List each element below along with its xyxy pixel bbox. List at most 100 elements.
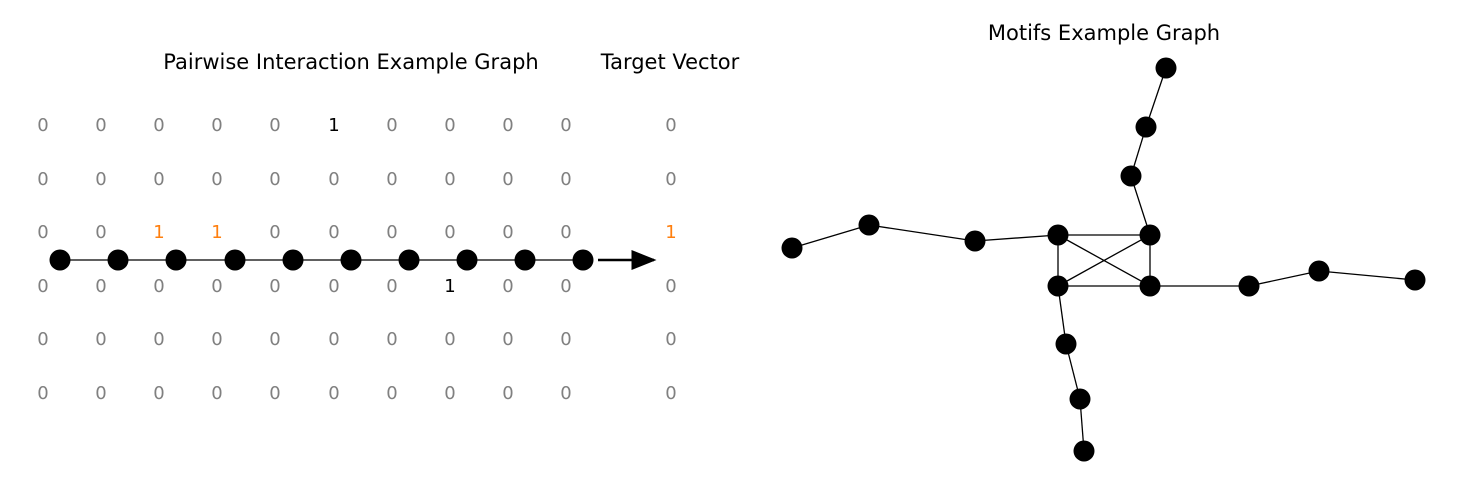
chain-node <box>107 249 129 271</box>
matrix-cell: 0 <box>153 383 164 404</box>
chain-node <box>49 249 71 271</box>
matrix-cell: 0 <box>269 169 280 190</box>
motif-node <box>964 230 986 252</box>
motif-node <box>1139 224 1161 246</box>
matrix-cell: 0 <box>328 276 339 297</box>
target-vector: 0 0 1 0 0 0 <box>665 115 676 404</box>
matrix-cell: 0 <box>444 383 455 404</box>
motif-node <box>1047 224 1069 246</box>
matrix-cell: 0 <box>153 276 164 297</box>
target-vector-cell: 0 <box>665 383 676 404</box>
matrix-cell: 0 <box>386 276 397 297</box>
matrix-cell: 0 <box>95 383 106 404</box>
motifs-graph-title: Motifs Example Graph <box>988 21 1220 45</box>
target-vector-cell: 0 <box>665 276 676 297</box>
chain-node <box>282 249 304 271</box>
matrix-cell: 0 <box>386 329 397 350</box>
matrix-cell: 0 <box>37 276 48 297</box>
motif-node <box>1404 269 1426 291</box>
pairwise-matrix: 0 0 0 0 0 1 0 0 0 0 0 0 0 0 0 0 0 0 0 0 0 0 1 1 0 0 0 0 0 0 0 0 0 0 0 0 0 1 0 0… <box>37 115 571 404</box>
matrix-cell: 0 <box>328 222 339 243</box>
matrix-cell: 0 <box>502 329 513 350</box>
pairwise-chain-graph <box>49 249 657 271</box>
matrix-cell: 0 <box>95 169 106 190</box>
matrix-cell: 0 <box>502 276 513 297</box>
motif-node <box>781 237 803 259</box>
motif-edge <box>1057 234 1151 287</box>
matrix-cell: 1 <box>444 276 455 297</box>
matrix-cell: 0 <box>269 383 280 404</box>
motif-node <box>1139 275 1161 297</box>
motif-edge <box>868 224 976 242</box>
matrix-cell: 0 <box>269 222 280 243</box>
motif-node <box>1238 275 1260 297</box>
matrix-cell: 0 <box>386 383 397 404</box>
matrix-cell: 0 <box>153 169 164 190</box>
matrix-cell: 0 <box>560 169 571 190</box>
chain-node <box>165 249 187 271</box>
matrix-cell: 0 <box>560 383 571 404</box>
matrix-cell: 0 <box>153 115 164 136</box>
target-vector-cell: 1 <box>665 222 676 243</box>
matrix-cell: 0 <box>502 115 513 136</box>
matrix-cell: 0 <box>560 276 571 297</box>
motif-node <box>1055 333 1077 355</box>
matrix-cell: 0 <box>211 329 222 350</box>
matrix-cell: 1 <box>153 222 164 243</box>
matrix-cell: 0 <box>211 383 222 404</box>
matrix-cell: 0 <box>560 222 571 243</box>
chain-node <box>398 249 420 271</box>
motif-graph-nodes <box>781 57 1426 462</box>
pairwise-graph-title: Pairwise Interaction Example Graph <box>163 50 538 74</box>
motif-edge <box>974 234 1059 242</box>
matrix-cell: 0 <box>211 276 222 297</box>
matrix-cell: 0 <box>37 329 48 350</box>
motif-node <box>1155 57 1177 79</box>
matrix-cell: 0 <box>502 383 513 404</box>
motif-edge <box>791 224 870 249</box>
matrix-cell: 0 <box>269 115 280 136</box>
motif-node <box>1308 260 1330 282</box>
motif-node <box>1069 388 1091 410</box>
matrix-cell: 0 <box>386 222 397 243</box>
matrix-cell: 0 <box>153 329 164 350</box>
matrix-cell: 0 <box>444 329 455 350</box>
matrix-cell: 0 <box>95 329 106 350</box>
matrix-cell: 0 <box>95 276 106 297</box>
chain-node <box>340 249 362 271</box>
matrix-cell: 0 <box>328 169 339 190</box>
chain-node <box>572 249 594 271</box>
matrix-cell: 0 <box>444 115 455 136</box>
motif-node <box>1120 165 1142 187</box>
motif-graph-edges <box>791 67 1416 452</box>
matrix-cell: 0 <box>95 222 106 243</box>
matrix-cell: 0 <box>444 169 455 190</box>
matrix-cell: 0 <box>560 115 571 136</box>
matrix-cell: 0 <box>502 222 513 243</box>
matrix-cell: 0 <box>211 115 222 136</box>
target-vector-title: Target Vector <box>600 50 740 74</box>
target-vector-cell: 0 <box>665 169 676 190</box>
chain-node <box>514 249 536 271</box>
matrix-cell: 0 <box>269 329 280 350</box>
matrix-cell: 0 <box>560 329 571 350</box>
motif-edge <box>1248 270 1320 287</box>
chain-node <box>456 249 478 271</box>
matrix-cell: 0 <box>95 115 106 136</box>
motif-node <box>1135 116 1157 138</box>
motif-edge <box>1318 270 1416 281</box>
target-vector-cell: 0 <box>665 115 676 136</box>
matrix-cell: 0 <box>386 115 397 136</box>
matrix-cell: 0 <box>328 329 339 350</box>
motif-node <box>858 214 880 236</box>
target-vector-cell: 0 <box>665 329 676 350</box>
matrix-cell: 0 <box>37 115 48 136</box>
matrix-cell: 0 <box>386 169 397 190</box>
matrix-cell: 0 <box>211 169 222 190</box>
matrix-cell: 0 <box>328 383 339 404</box>
matrix-cell: 0 <box>502 169 513 190</box>
motif-node <box>1047 275 1069 297</box>
matrix-cell: 0 <box>37 169 48 190</box>
matrix-cell: 0 <box>37 383 48 404</box>
